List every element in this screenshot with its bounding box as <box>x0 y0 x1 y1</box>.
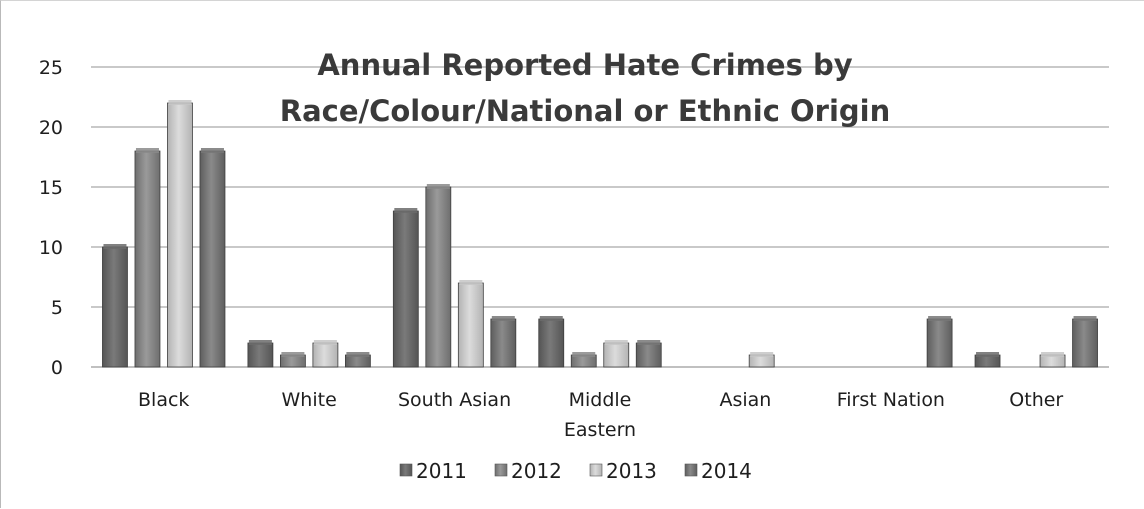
x-tick-label: South Asian <box>398 389 511 411</box>
bar-2013 <box>1039 352 1066 368</box>
legend-label: 2011 <box>416 459 467 483</box>
bar-2011 <box>102 244 128 368</box>
x-axis: Black White South Asian Middle Eastern Asian F… <box>138 389 1063 441</box>
y-tick-label: 15 <box>39 177 63 199</box>
bar-body <box>425 186 452 368</box>
bar-body <box>312 342 339 368</box>
bar-2012 <box>425 184 452 368</box>
bar-2013 <box>603 340 630 368</box>
x-tick-label: Asian <box>719 389 771 411</box>
bar-2012 <box>134 148 161 368</box>
bar-body <box>102 246 128 368</box>
bar-2014 <box>635 340 662 368</box>
bar-body <box>926 318 953 368</box>
legend-swatch <box>684 463 698 477</box>
bar-body <box>392 210 419 368</box>
bar-cap <box>200 148 224 153</box>
bar-body <box>490 318 517 368</box>
bar-2014 <box>199 148 226 368</box>
y-tick-label: 10 <box>39 237 63 259</box>
bar-cap <box>1041 352 1065 357</box>
bar-cap <box>928 316 952 321</box>
bar-body <box>247 342 274 368</box>
chart-title: Annual Reported Hate Crimes by Race/Colo… <box>280 48 891 128</box>
bar-cap <box>248 340 272 345</box>
bar-2012 <box>279 352 306 368</box>
x-tick-label: Eastern <box>564 419 636 441</box>
bar-2013 <box>312 340 339 368</box>
x-tick-label: Black <box>138 389 189 411</box>
bar-cap <box>976 352 1000 357</box>
y-tick-label: 0 <box>51 357 63 379</box>
bar-body <box>538 318 565 368</box>
bar-2011 <box>538 316 565 368</box>
bar-body <box>603 342 630 368</box>
bar-2011 <box>974 352 1001 368</box>
bar-cap <box>604 340 628 345</box>
bar-cap <box>459 280 483 285</box>
bar-body <box>635 342 662 368</box>
chart-title-line-2: Race/Colour/National or Ethnic Origin <box>280 94 891 128</box>
legend-label: 2013 <box>606 459 657 483</box>
bar-cap <box>539 316 563 321</box>
bar-2013 <box>748 352 775 368</box>
legend-label: 2012 <box>511 459 562 483</box>
legend-item: 2014 <box>684 459 752 483</box>
y-tick-label: 5 <box>51 297 63 319</box>
bar-cap <box>346 352 370 357</box>
legend-swatch <box>494 463 508 477</box>
bars <box>102 100 1098 368</box>
bar-2011 <box>392 208 419 368</box>
bar-body <box>199 150 226 368</box>
y-axis: 0 5 10 15 20 25 <box>39 57 63 379</box>
bar-body <box>167 102 193 368</box>
bar-2014 <box>344 352 371 368</box>
bar-cap <box>281 352 305 357</box>
bar-cap <box>750 352 774 357</box>
bar-2013 <box>457 280 484 368</box>
chart-title-line-1: Annual Reported Hate Crimes by <box>317 48 852 82</box>
x-tick-label: First Nation <box>837 389 945 411</box>
x-tick-label: White <box>282 389 337 411</box>
bar-cap <box>313 340 337 345</box>
bar-2012 <box>570 352 597 368</box>
legend-swatch <box>399 463 413 477</box>
legend-item: 2011 <box>399 459 467 483</box>
bar-2014 <box>1072 316 1098 368</box>
bar-cap <box>426 184 450 189</box>
bar-cap <box>1073 316 1097 321</box>
x-tick-label: Other <box>1009 389 1063 411</box>
bar-cap <box>394 208 418 213</box>
bar-2013 <box>167 100 193 368</box>
bar-cap <box>103 244 127 249</box>
legend-item: 2012 <box>494 459 562 483</box>
bar-cap <box>637 340 661 345</box>
bar-2014 <box>490 316 517 368</box>
legend-label: 2014 <box>701 459 752 483</box>
bar-body <box>1072 318 1098 368</box>
bar-cap <box>168 100 192 105</box>
bar-cap <box>572 352 596 357</box>
y-tick-label: 25 <box>39 57 63 79</box>
legend-item: 2013 <box>589 459 657 483</box>
bar-cap <box>135 148 159 153</box>
legend-swatch <box>589 463 603 477</box>
bar-2011 <box>247 340 274 368</box>
bar-2014 <box>926 316 953 368</box>
bar-cap <box>491 316 515 321</box>
legend: 2011 2012 2013 2014 <box>399 459 752 483</box>
y-tick-label: 20 <box>39 117 63 139</box>
bar-body <box>134 150 161 368</box>
bar-body <box>457 282 484 368</box>
x-tick-label: Middle <box>569 389 632 411</box>
